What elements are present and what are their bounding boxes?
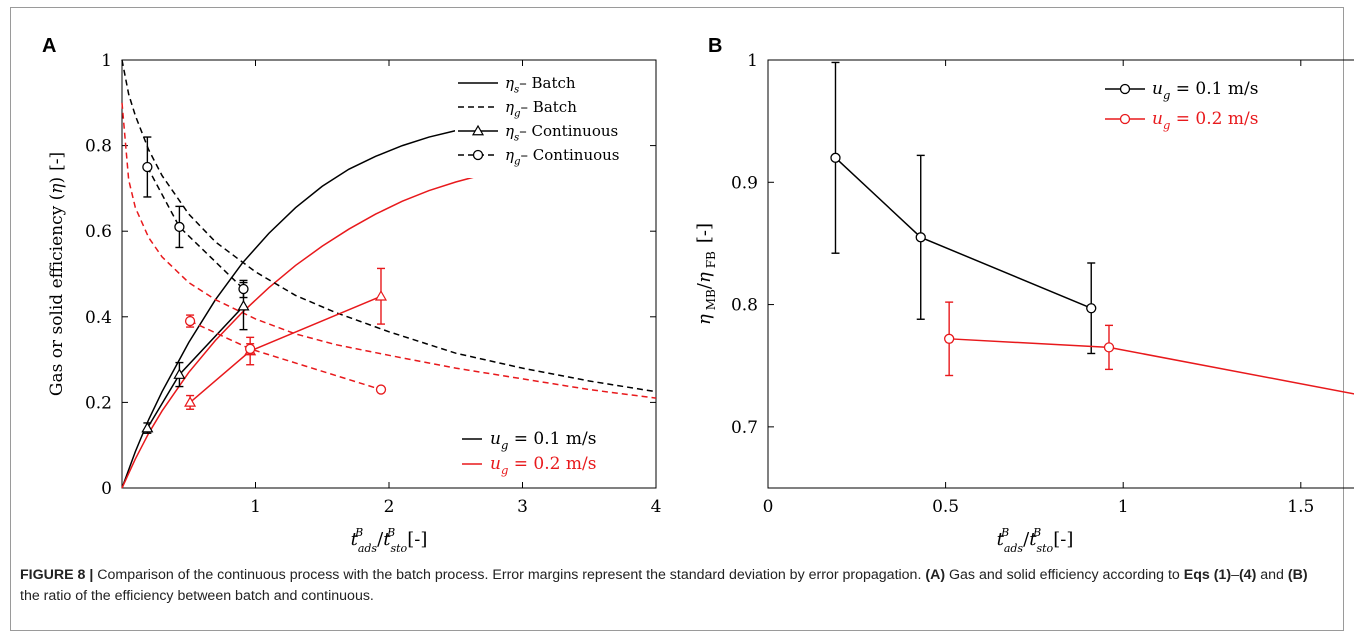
panel-a-legend-colors: ug = 0.1 m/sug = 0.2 m/s — [456, 424, 646, 479]
caption-eq4-ref: (4) — [1238, 567, 1257, 583]
panel-b-x-tick-label: 0 — [763, 497, 774, 517]
panel-b-legend-label: ug = 0.1 m/s — [1152, 79, 1258, 102]
panel-b-y-tick-label: 1 — [747, 51, 758, 71]
panel-a-x-axis-label: tadsB/tstoB [-] — [351, 526, 428, 555]
panel-b-legend-box — [1099, 68, 1289, 136]
panel-label-a: A — [42, 35, 56, 57]
caption-ref-a: (A) — [925, 567, 946, 583]
panel-b-series-line-1 — [949, 338, 1354, 395]
panel-a-data-point — [174, 221, 185, 233]
panel-a-y-tick-label: 0 — [101, 479, 112, 499]
panel-b-y-tick-label: 0.7 — [731, 418, 758, 438]
panel-b-legend-marker — [1119, 83, 1131, 95]
figure-caption: FIGURE 8 | Comparison of the continuous … — [20, 565, 1330, 607]
caption-text-1: Comparison of the continuous process wit… — [93, 567, 926, 583]
panel-b-legend-label: ug = 0.2 m/s — [1152, 109, 1258, 132]
legend-style-label: ηg– Batch — [505, 98, 577, 120]
panel-a-data-point — [238, 283, 249, 295]
panel-a-series-cont_gas-line — [189, 320, 382, 391]
legend-color-label: ug = 0.2 m/s — [490, 454, 596, 477]
figure-frame — [10, 7, 1344, 631]
panel-a-data-point — [184, 396, 197, 407]
panel-b-ticks: 00.511.522.50.70.80.91 — [731, 51, 1314, 517]
panel-b-legend: ug = 0.1 m/s ug = 0.2 m/s — [1099, 68, 1289, 136]
panel-a-series-batch_solid-line — [121, 170, 496, 489]
panel-a-x-tick-label: 1 — [250, 497, 261, 517]
panel-a-y-tick-label: 0.4 — [85, 308, 112, 328]
panel-b-series-line-0 — [834, 157, 1092, 309]
legend-style-label: ηs– Batch — [505, 74, 576, 96]
legend-colors-box — [456, 424, 646, 479]
panel-b-data-point — [830, 152, 841, 163]
panel-a-series-cont_gas-line — [146, 166, 245, 290]
legend-style-marker — [471, 124, 485, 136]
panel-b-y-axis-label: ηMB/ηFB[-] — [694, 223, 718, 325]
caption-text-3: and — [1256, 567, 1288, 583]
caption-eqs-ref: Eqs (1) — [1183, 567, 1232, 583]
panel-a-series-cont_solid-line — [146, 305, 245, 429]
panel-a-y-tick-label: 1 — [101, 51, 112, 71]
panel-a-series-cont_solid-line — [189, 295, 382, 403]
panel-b-x-axis-label: tadsB/tstoB [-] — [997, 526, 1074, 555]
panel-b-y-tick-label: 0.8 — [731, 296, 758, 316]
panel-b-data-point — [1086, 303, 1097, 314]
panel-b-data-point — [1103, 342, 1115, 353]
panel-b-x-tick-label: 1 — [1118, 497, 1129, 517]
panel-a-y-tick-label: 0.6 — [85, 222, 112, 242]
legend-style-label: ηs– Continuous — [505, 122, 618, 144]
legend-color-label: ug = 0.1 m/s — [490, 429, 596, 452]
panel-a-data-point — [141, 421, 154, 433]
legend-styles-box — [455, 66, 620, 178]
panel-label-b: B — [708, 35, 722, 57]
panel-a-data-point — [142, 161, 153, 173]
panel-b-legend-marker — [1119, 113, 1131, 125]
legend-style-label: ηg– Continuous — [505, 146, 620, 168]
panel-a-x-tick-label: 2 — [384, 497, 395, 517]
legend-style-marker — [472, 149, 484, 161]
panel-a-data-point — [375, 384, 387, 395]
panel-a-series-batch_gas-line — [121, 59, 657, 393]
caption-ref-b: (B) — [1287, 567, 1308, 583]
panel-a-data-point — [245, 343, 256, 355]
panel-a-ticks: 1 2 3 4 0 0.2 0.4 0.6 0.8 1 — [85, 51, 661, 517]
caption-text-4: the ratio of the efficiency between batc… — [20, 588, 374, 604]
panel-b-x-tick-label: 0.5 — [932, 497, 959, 517]
panel-b-y-tick-label: 0.9 — [731, 173, 758, 193]
panel-a-y-tick-label: 0.8 — [85, 137, 112, 157]
panel-a-data-point — [237, 299, 250, 311]
panel-a-x-tick-label: 3 — [517, 497, 528, 517]
caption-figure-label: FIGURE 8 | — [20, 567, 94, 583]
panel-b-x-tick-label: 1.5 — [1287, 497, 1314, 517]
panel-b-plot-frame — [767, 59, 1354, 489]
panel-a-y-tick-label: 0.2 — [85, 393, 112, 413]
panel-a-data-point — [173, 368, 186, 379]
panel-a-data-point — [184, 315, 196, 327]
panel-b-chart: 00.511.522.50.70.80.91 ug = 0.1 m/sug = … — [694, 51, 1354, 555]
panel-a-y-axis-label: Gas or solid efficiency (η)[-] — [47, 152, 67, 396]
panel-b-data-point — [915, 232, 926, 243]
caption-text-2: Gas and solid efficiency according to — [945, 567, 1184, 583]
panel-b-series — [830, 61, 1354, 395]
panel-b-data-point — [944, 333, 955, 344]
caption-dash: – — [1231, 567, 1239, 583]
panel-a-data-point — [374, 290, 388, 301]
panel-a-series-batch_gas-line — [121, 102, 657, 399]
panel-a-x-tick-label: 4 — [651, 497, 662, 517]
